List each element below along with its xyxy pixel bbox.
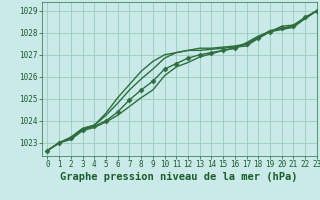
X-axis label: Graphe pression niveau de la mer (hPa): Graphe pression niveau de la mer (hPa) xyxy=(60,172,298,182)
